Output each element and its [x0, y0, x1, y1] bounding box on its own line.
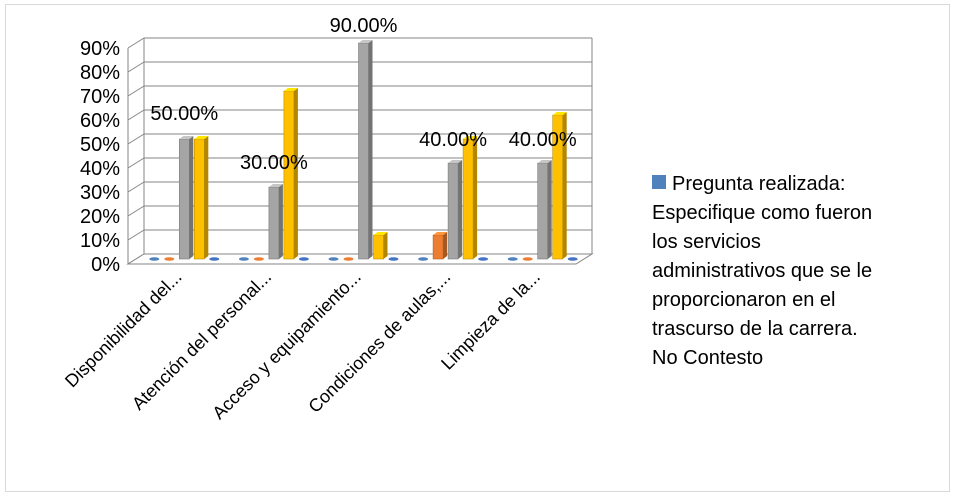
data-label: 90.00% [330, 15, 398, 37]
bar-top [194, 136, 209, 139]
category-label: Limpieza de la... [437, 267, 544, 374]
bar-flat [328, 257, 339, 261]
bar [537, 162, 549, 260]
y-tick-label: 80% [80, 62, 120, 84]
y-tick-label: 30% [80, 182, 120, 204]
y-tick-label: 50% [80, 134, 120, 156]
bar-flat [298, 257, 309, 261]
y-tick-label: 60% [80, 110, 120, 132]
bar-flat [253, 257, 264, 261]
bar-flat [343, 257, 354, 261]
bar-top [463, 136, 478, 139]
chart-frame [5, 4, 950, 492]
side-gridline [127, 229, 145, 241]
y-tick-label: 10% [80, 230, 120, 252]
bar-side [473, 136, 478, 259]
bar [432, 234, 444, 260]
side-gridline [127, 133, 145, 145]
bar-flat [209, 257, 220, 261]
side-gridline [127, 109, 145, 121]
bar-side [368, 40, 373, 259]
bar-top [179, 136, 194, 139]
bar [462, 138, 474, 260]
side-gridline [127, 85, 145, 97]
y-tick-label: 0% [91, 254, 120, 276]
bar-side [383, 232, 388, 259]
bar-flat [388, 257, 399, 261]
y-tick-label: 70% [80, 86, 120, 108]
bar-top [552, 112, 567, 115]
y-tick-label: 20% [80, 206, 120, 228]
side-gridline [127, 181, 145, 193]
category-label: Acceso y equipamiento... [208, 267, 364, 423]
bar-side [443, 232, 448, 259]
bar-side [562, 112, 567, 259]
bar-flat [567, 257, 578, 261]
bar [268, 186, 280, 260]
bar-top [433, 232, 448, 235]
bar [358, 42, 369, 260]
bar-flat [238, 257, 249, 261]
bar-side [547, 160, 552, 259]
bar-side [293, 88, 298, 259]
bar-top [537, 160, 552, 163]
y-tick-label: 40% [80, 158, 120, 180]
bar-top [358, 40, 373, 43]
side-gridline [127, 61, 145, 73]
y-tick-label: 90% [80, 38, 120, 60]
data-label: 40.00% [509, 129, 577, 151]
data-label: 50.00% [150, 103, 218, 125]
bar-top [283, 88, 298, 91]
bar [179, 138, 190, 260]
bar-flat [522, 257, 533, 261]
bar-flat [478, 257, 489, 261]
bar-flat [418, 257, 429, 261]
bar-side [189, 136, 194, 259]
bar-top [268, 184, 283, 187]
bar-flat [507, 257, 518, 261]
legend-text: Pregunta realizada: Especifique como fue… [652, 173, 873, 369]
side-gridline [127, 37, 145, 49]
bar-flat [164, 257, 175, 261]
bar [283, 90, 295, 260]
side-gridline [127, 157, 145, 169]
data-label: 30.00% [240, 152, 308, 174]
bar [447, 162, 459, 260]
bar-flat [149, 257, 160, 261]
bar-top [448, 160, 463, 163]
legend-swatch [652, 175, 666, 189]
bar [373, 234, 384, 260]
bar [194, 138, 205, 260]
side-gridline [127, 205, 145, 217]
data-label: 40.00% [419, 129, 487, 151]
bar-side [278, 184, 283, 259]
legend: Pregunta realizada: Especifique como fue… [652, 170, 952, 373]
bar-side [458, 160, 463, 259]
bar-side [204, 136, 209, 259]
bar-top [373, 232, 388, 235]
